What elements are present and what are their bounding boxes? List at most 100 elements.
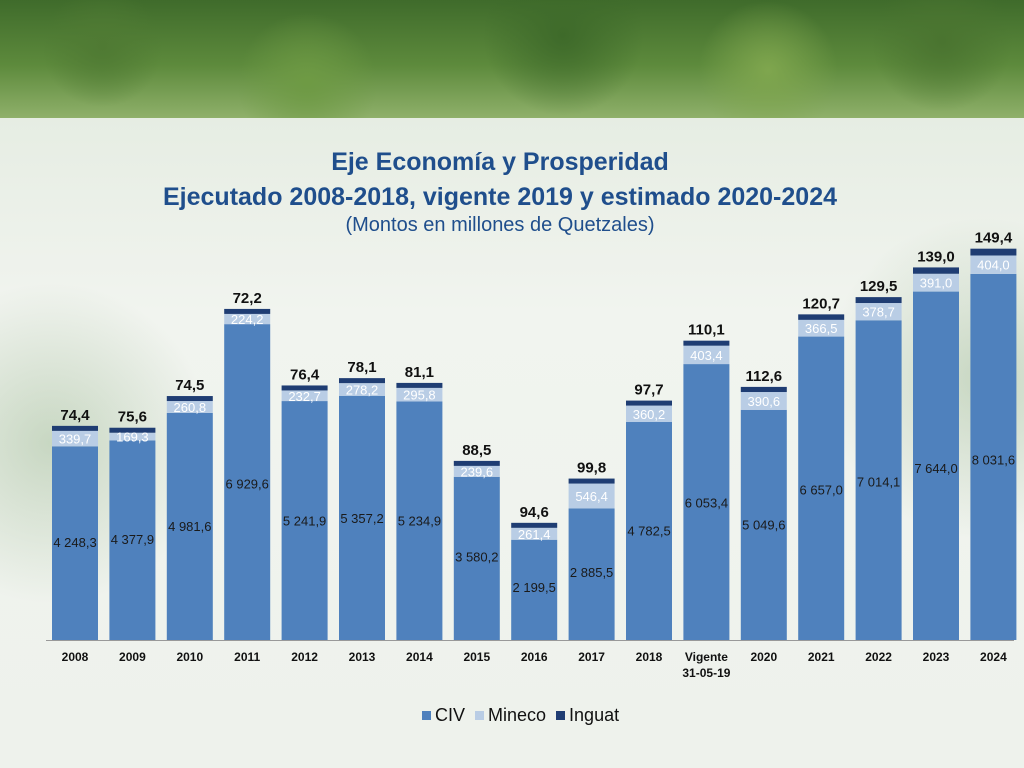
bar-inguat	[224, 308, 271, 314]
data-label-mineco: 339,7	[59, 432, 92, 447]
bar-inguat	[396, 382, 443, 388]
bar-mineco	[970, 255, 1017, 274]
bar-inguat	[109, 427, 156, 433]
data-label-mineco: 169,3	[116, 430, 149, 445]
data-label-civ: 6 657,0	[800, 482, 843, 497]
data-label-inguat: 112,6	[745, 368, 782, 385]
bar-inguat	[970, 248, 1017, 256]
bar-inguat	[453, 460, 500, 466]
bar-inguat	[683, 340, 730, 346]
x-tick-label: 2024	[980, 650, 1007, 664]
bar-civ	[224, 324, 271, 640]
bar-civ	[396, 401, 443, 640]
data-label-civ: 4 377,9	[111, 532, 154, 547]
data-label-civ: 4 782,5	[627, 523, 670, 538]
bar-inguat	[568, 478, 615, 484]
legend-label-mineco: Mineco	[488, 705, 547, 725]
bar-mineco	[511, 527, 558, 540]
x-tick-label: 2017	[578, 650, 605, 664]
bar-civ	[339, 395, 385, 640]
x-tick-label: 2018	[636, 650, 663, 664]
x-tick-label: 2009	[119, 650, 146, 664]
chart-note: (Montos en millones de Quetzales)	[345, 214, 655, 236]
bar-inguat	[339, 378, 385, 384]
data-label-inguat: 149,4	[975, 230, 1013, 247]
data-label-inguat: 74,4	[60, 407, 90, 424]
data-label-inguat: 76,4	[290, 366, 320, 383]
bar-inguat	[511, 522, 558, 528]
bar-mineco	[52, 430, 98, 447]
bar-inguat	[281, 385, 328, 391]
chart-legend: CIV Mineco Inguat	[422, 705, 619, 726]
bar-civ	[281, 401, 328, 640]
data-label-mineco: 391,0	[920, 276, 953, 291]
legend-swatch-civ	[422, 711, 431, 720]
bar-inguat	[913, 267, 959, 274]
data-label-mineco: 239,6	[461, 464, 494, 479]
bar-mineco	[339, 383, 385, 396]
bar-mineco	[855, 303, 902, 321]
x-tick-label: Vigente	[685, 650, 728, 664]
bar-civ	[52, 446, 98, 640]
data-label-mineco: 232,7	[288, 389, 321, 404]
data-label-mineco: 260,8	[174, 400, 207, 415]
data-label-mineco: 360,2	[633, 407, 666, 422]
data-label-civ: 5 234,9	[398, 513, 441, 528]
data-label-inguat: 72,2	[233, 290, 262, 307]
data-label-civ: 4 981,6	[168, 519, 211, 534]
x-tick-label: 2021	[808, 650, 835, 664]
bar-mineco	[740, 392, 787, 410]
x-tick-label: 2015	[463, 650, 490, 664]
data-label-mineco: 366,5	[805, 321, 838, 336]
bar-inguat	[626, 400, 672, 406]
data-label-inguat: 78,1	[347, 359, 376, 376]
data-label-civ: 6 929,6	[226, 476, 269, 491]
data-label-inguat: 75,6	[118, 409, 147, 426]
data-label-civ: 2 885,5	[570, 565, 613, 580]
data-label-civ: 2 199,5	[513, 580, 556, 595]
data-label-inguat: 129,5	[860, 278, 898, 295]
data-label-inguat: 88,5	[462, 442, 491, 459]
bar-civ	[511, 539, 558, 640]
x-tick-label: 2022	[865, 650, 892, 664]
bar-mineco	[453, 465, 500, 477]
data-label-mineco: 378,7	[862, 305, 895, 320]
legend-label-civ: CIV	[435, 705, 466, 725]
bar-mineco	[683, 345, 730, 365]
data-label-mineco: 390,6	[748, 394, 781, 409]
bar-civ	[913, 291, 959, 640]
bar-inguat	[855, 297, 902, 304]
legend-item-inguat: Inguat	[556, 705, 619, 726]
data-label-civ: 4 248,3	[53, 535, 96, 550]
bar-civ	[740, 409, 787, 640]
data-label-inguat: 81,1	[405, 364, 434, 381]
bar-mineco	[224, 313, 271, 325]
data-label-civ: 7 014,1	[857, 475, 900, 490]
bar-civ	[626, 422, 672, 640]
bar-civ	[970, 273, 1017, 640]
data-label-inguat: 139,0	[917, 248, 955, 265]
data-label-inguat: 94,6	[520, 504, 549, 521]
x-tick-label: 2010	[176, 650, 203, 664]
data-label-inguat: 97,7	[634, 382, 663, 399]
bar-civ	[453, 476, 500, 640]
chart-title: Eje Economía y Prosperidad	[331, 148, 669, 176]
x-tick-label: 2012	[291, 650, 318, 664]
data-label-inguat: 74,5	[175, 377, 204, 394]
data-label-civ: 3 580,2	[455, 550, 498, 565]
data-label-civ: 6 053,4	[685, 496, 728, 511]
forest-header-image	[0, 0, 1024, 118]
data-label-civ: 5 241,9	[283, 513, 326, 528]
bar-civ	[855, 320, 902, 640]
bar-mineco	[166, 401, 213, 413]
data-label-civ: 8 031,6	[972, 452, 1015, 467]
data-label-mineco: 278,2	[346, 382, 379, 397]
x-tick-label: 2008	[62, 650, 89, 664]
bar-mineco	[798, 319, 845, 337]
bar-inguat	[740, 386, 787, 393]
data-label-civ: 5 049,6	[742, 518, 785, 533]
x-tick-label: 2011	[234, 650, 260, 664]
bar-inguat	[798, 314, 845, 320]
x-tick-label: 2020	[750, 650, 777, 664]
